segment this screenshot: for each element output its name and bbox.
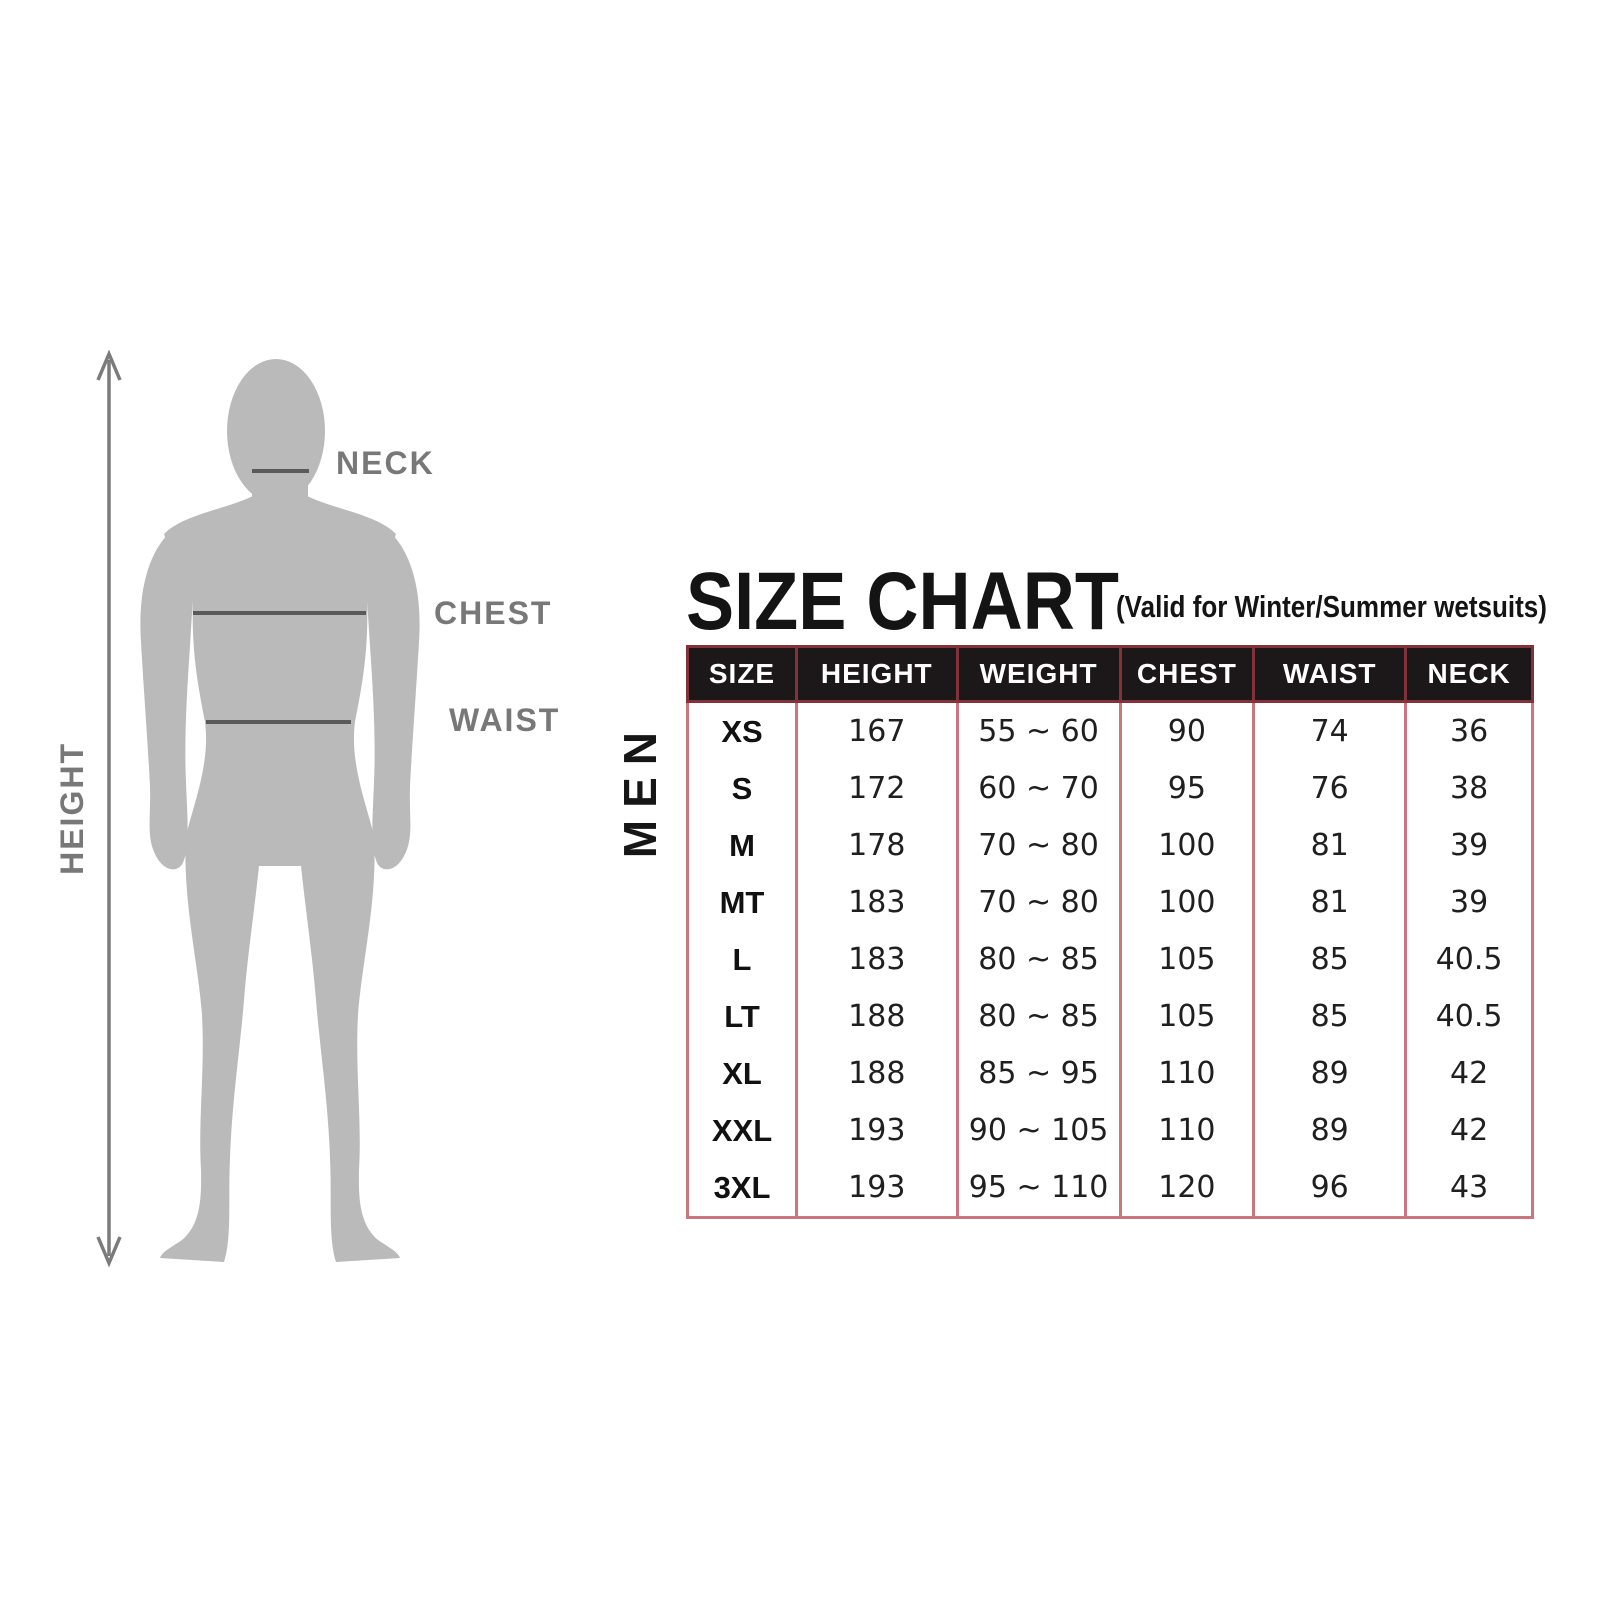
value-cell: 74 — [1252, 701, 1408, 760]
value-cell: 172 — [795, 760, 959, 817]
value-cell: 89 — [1252, 1102, 1408, 1159]
value-cell: 81 — [1252, 817, 1408, 874]
size-cell: 3XL — [686, 1159, 798, 1218]
value-cell: 55 ~ 60 — [955, 701, 1122, 760]
table-row: 3XL 193 95 ~ 110 120 96 43 — [686, 1159, 1534, 1218]
value-cell: 85 ~ 95 — [955, 1045, 1122, 1102]
table-row: S 172 60 ~ 70 95 76 38 — [686, 760, 1534, 817]
value-cell: 95 ~ 110 — [955, 1159, 1122, 1218]
value-cell: 36 — [1404, 701, 1534, 760]
value-cell: 96 — [1252, 1159, 1408, 1218]
table-row: M 178 70 ~ 80 100 81 39 — [686, 817, 1534, 874]
value-cell: 183 — [795, 931, 959, 988]
value-cell: 43 — [1404, 1159, 1534, 1218]
waist-label: WAIST — [449, 702, 561, 738]
silhouette-left-arm — [140, 530, 194, 870]
silhouette-left-leg — [160, 830, 262, 1262]
men-group-label: MEN — [614, 719, 666, 859]
size-table-header: SIZE HEIGHT WEIGHT CHEST WAIST NECK — [686, 646, 1534, 703]
value-cell: 76 — [1252, 760, 1408, 817]
size-cell: XS — [686, 701, 798, 760]
value-cell: 100 — [1118, 874, 1256, 931]
value-cell: 40.5 — [1404, 988, 1534, 1045]
chest-label: CHEST — [434, 595, 553, 631]
height-label: HEIGHT — [54, 741, 90, 875]
value-cell: 90 ~ 105 — [955, 1102, 1122, 1159]
size-table: SIZE HEIGHT WEIGHT CHEST WAIST NECK XS 16… — [686, 645, 1534, 1219]
header-row: SIZE HEIGHT WEIGHT CHEST WAIST NECK — [686, 646, 1534, 703]
value-cell: 80 ~ 85 — [955, 988, 1122, 1045]
men-label-box: MEN — [602, 700, 678, 878]
silhouette-torso — [164, 470, 396, 866]
col-header-height: HEIGHT — [795, 646, 959, 703]
value-cell: 183 — [795, 874, 959, 931]
size-table-body: XS 167 55 ~ 60 90 74 36 S 172 60 ~ 70 95 76 38 M 178 7… — [686, 701, 1534, 1218]
value-cell: 120 — [1118, 1159, 1256, 1218]
page-subtitle: (Valid for Winter/Summer wetsuits) — [1116, 589, 1547, 624]
col-header-size: SIZE — [686, 646, 798, 703]
size-cell: L — [686, 931, 798, 988]
col-header-weight: WEIGHT — [955, 646, 1122, 703]
size-cell: LT — [686, 988, 798, 1045]
value-cell: 80 ~ 85 — [955, 931, 1122, 988]
page-title: SIZE CHART — [686, 556, 1119, 647]
table-row: XS 167 55 ~ 60 90 74 36 — [686, 701, 1534, 760]
silhouette-right-leg — [298, 830, 400, 1262]
height-arrow — [96, 349, 122, 1268]
size-cell: S — [686, 760, 798, 817]
table-row: L 183 80 ~ 85 105 85 40.5 — [686, 931, 1534, 988]
value-cell: 105 — [1118, 931, 1256, 988]
col-header-neck: NECK — [1404, 646, 1534, 703]
size-cell: MT — [686, 874, 798, 931]
value-cell: 188 — [795, 988, 959, 1045]
table-row: MT 183 70 ~ 80 100 81 39 — [686, 874, 1534, 931]
value-cell: 85 — [1252, 931, 1408, 988]
value-cell: 60 ~ 70 — [955, 760, 1122, 817]
value-cell: 100 — [1118, 817, 1256, 874]
value-cell: 110 — [1118, 1102, 1256, 1159]
value-cell: 85 — [1252, 988, 1408, 1045]
value-cell: 70 ~ 80 — [955, 874, 1122, 931]
value-cell: 193 — [795, 1102, 959, 1159]
value-cell: 188 — [795, 1045, 959, 1102]
value-cell: 39 — [1404, 874, 1534, 931]
value-cell: 167 — [795, 701, 959, 760]
value-cell: 90 — [1118, 701, 1256, 760]
table-row: LT 188 80 ~ 85 105 85 40.5 — [686, 988, 1534, 1045]
size-cell: M — [686, 817, 798, 874]
value-cell: 110 — [1118, 1045, 1256, 1102]
value-cell: 70 ~ 80 — [955, 817, 1122, 874]
value-cell: 193 — [795, 1159, 959, 1218]
col-header-waist: WAIST — [1252, 646, 1408, 703]
value-cell: 40.5 — [1404, 931, 1534, 988]
value-cell: 42 — [1404, 1102, 1534, 1159]
table-row: XXL 193 90 ~ 105 110 89 42 — [686, 1102, 1534, 1159]
col-header-chest: CHEST — [1118, 646, 1256, 703]
value-cell: 89 — [1252, 1045, 1408, 1102]
table-row: XL 188 85 ~ 95 110 89 42 — [686, 1045, 1534, 1102]
silhouette-right-arm — [366, 530, 420, 870]
value-cell: 42 — [1404, 1045, 1534, 1102]
male-silhouette — [140, 359, 420, 1262]
value-cell: 39 — [1404, 817, 1534, 874]
value-cell: 105 — [1118, 988, 1256, 1045]
size-cell: XXL — [686, 1102, 798, 1159]
value-cell: 178 — [795, 817, 959, 874]
value-cell: 81 — [1252, 874, 1408, 931]
height-label-box: HEIGHT — [36, 742, 108, 875]
size-cell: XL — [686, 1045, 798, 1102]
value-cell: 95 — [1118, 760, 1256, 817]
neck-label: NECK — [336, 445, 435, 481]
value-cell: 38 — [1404, 760, 1534, 817]
